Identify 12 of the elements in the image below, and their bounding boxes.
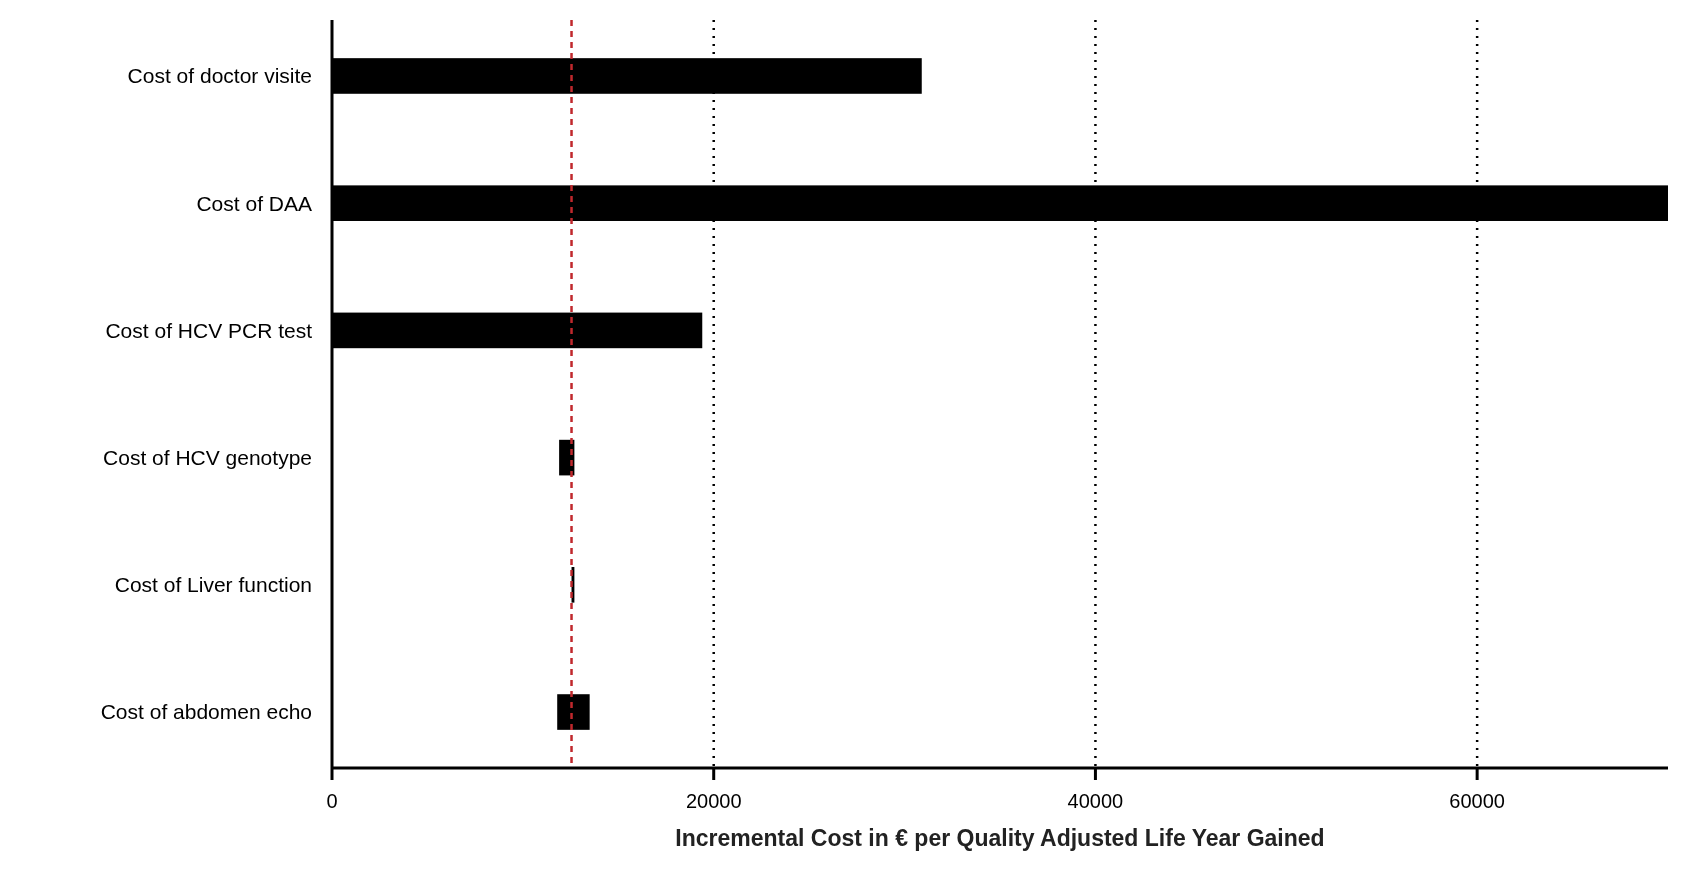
- bar: [557, 694, 590, 730]
- x-axis-title: Incremental Cost in € per Quality Adjusted Life Year Gained: [675, 825, 1325, 851]
- x-tick-label: 20000: [685, 790, 742, 812]
- x-tick-label: 60000: [1449, 790, 1505, 812]
- y-tick-label: Cost of DAA: [196, 191, 312, 215]
- x-tick-label: 0: [326, 790, 338, 812]
- y-tick-label: Cost of Liver function: [114, 573, 312, 597]
- y-tick-label: Cost of HCV genotype: [103, 445, 312, 469]
- x-tick-label: 40000: [1067, 790, 1124, 812]
- y-tick-label: Cost of HCV PCR test: [105, 318, 313, 342]
- y-tick-label: Cost of abdomen echo: [100, 700, 312, 724]
- y-tick-label: Cost of doctor visite: [127, 64, 312, 88]
